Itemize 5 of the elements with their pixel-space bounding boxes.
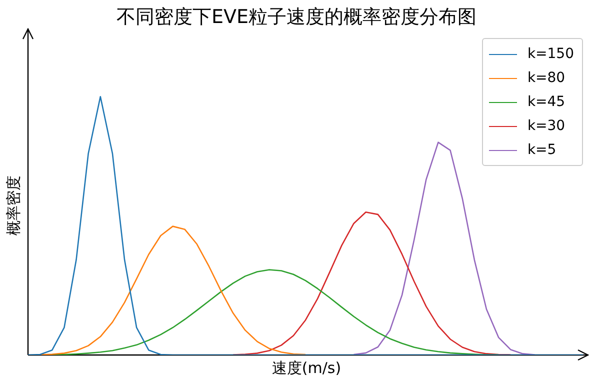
- legend-label: k=150: [527, 46, 574, 62]
- x-axis-title: 速度(m/s): [270, 359, 342, 378]
- y-axis-title: 概率密度: [4, 174, 24, 238]
- legend-label: k=80: [527, 70, 566, 86]
- chart-title: 不同密度下EVE粒子速度的概率密度分布图: [115, 5, 478, 30]
